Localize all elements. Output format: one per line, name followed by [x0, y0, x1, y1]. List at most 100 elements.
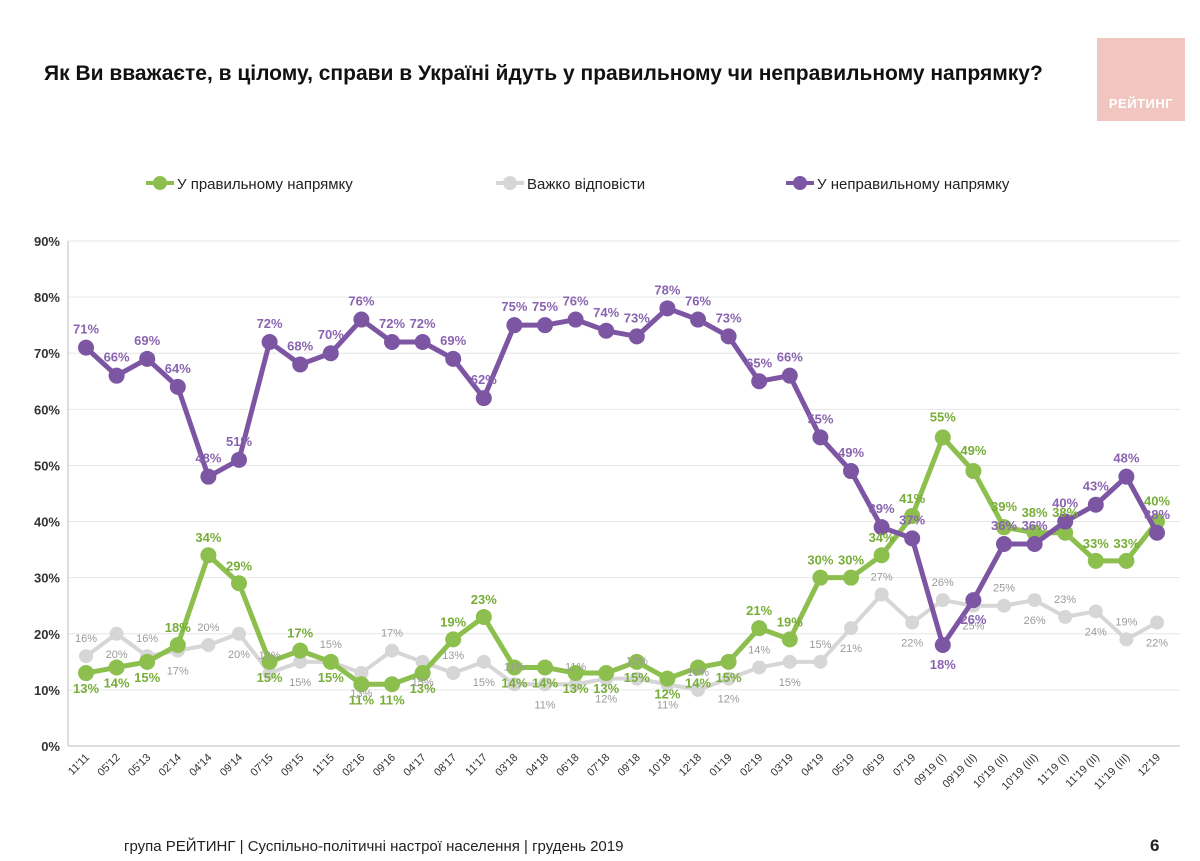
rating-logo: РЕЙТИНГ [1097, 38, 1185, 121]
data-point [169, 637, 186, 653]
data-label: 12% [595, 694, 617, 706]
data-point [1119, 632, 1134, 647]
data-label: 22% [1146, 638, 1168, 650]
x-tick-label: 09'16 [371, 752, 398, 779]
data-point [1118, 468, 1135, 485]
data-label: 16% [136, 633, 158, 645]
x-tick-labels: 11'11 05'12 05'13 02'14 04'14 09'14 07'15 09'15… [66, 752, 1163, 793]
data-point [720, 653, 737, 670]
data-label: 13% [410, 681, 436, 696]
data-label: 39% [869, 501, 895, 516]
data-point [537, 317, 553, 334]
data-point [261, 653, 278, 670]
data-label: 27% [871, 572, 893, 584]
data-label: 48% [195, 451, 221, 466]
data-point [475, 608, 492, 625]
data-point [843, 463, 859, 480]
data-point [201, 638, 216, 652]
data-label: 15% [624, 670, 650, 685]
data-label: 72% [257, 316, 283, 331]
data-label: 70% [318, 327, 344, 342]
data-label: 12% [626, 656, 648, 668]
x-tick-label: 05'13 [126, 752, 153, 779]
data-point [691, 682, 705, 697]
data-label: 12% [654, 687, 680, 702]
data-point [873, 519, 890, 536]
series-line [84, 305, 1160, 648]
data-point [996, 519, 1012, 536]
data-point [1057, 524, 1074, 541]
logo-text: РЕЙТИНГ [1108, 96, 1174, 111]
data-point [1118, 552, 1135, 569]
data-point [78, 339, 94, 356]
x-tick-label: 06'18 [554, 752, 581, 779]
data-label: 73% [716, 310, 742, 325]
data-label: 36% [991, 518, 1017, 533]
data-label: 11% [657, 699, 678, 711]
data-point [231, 451, 247, 468]
data-label: 37% [899, 512, 925, 527]
x-tick-label: 04'19 [799, 752, 826, 779]
x-tick-label: 01'19 [707, 752, 734, 779]
data-label: 62% [471, 372, 497, 387]
x-tick-label: 10'18 [646, 752, 673, 779]
data-label: 15% [473, 677, 495, 689]
series-1 [79, 587, 1164, 697]
series-line [85, 434, 1159, 687]
x-tick-label: 07'18 [585, 752, 612, 779]
data-label: 15% [134, 670, 160, 685]
legend: У правильному напрямку Важко відповісти У … [146, 176, 1010, 193]
data-point [384, 676, 400, 693]
data-point [996, 536, 1012, 552]
data-point [844, 621, 858, 636]
data-label: 73% [624, 310, 650, 325]
data-point [782, 654, 797, 669]
data-label: 11% [504, 661, 525, 673]
data-point [415, 654, 430, 669]
y-tick-label: 90% [34, 234, 60, 249]
data-label: 71% [73, 322, 99, 337]
data-label: 13% [563, 681, 589, 696]
data-label: 69% [440, 333, 466, 348]
data-label: 12% [718, 694, 740, 706]
data-point [935, 593, 950, 608]
x-tick-label: 06'19 [860, 752, 887, 779]
data-label: 11% [534, 699, 555, 711]
data-label: 76% [685, 294, 711, 309]
data-label: 55% [930, 409, 956, 424]
data-label: 78% [654, 282, 680, 297]
data-point [109, 626, 124, 641]
data-point [292, 642, 309, 659]
data-label: 14% [685, 675, 711, 690]
data-label: 19% [440, 614, 466, 629]
data-label: 51% [226, 434, 252, 449]
data-label: 15% [779, 677, 801, 689]
data-point [997, 598, 1011, 613]
data-label: 66% [777, 350, 803, 365]
footer: група РЕЙТИНГ | Суспільно-політичні наст… [124, 838, 624, 855]
data-label: 48% [1113, 451, 1139, 466]
y-tick-label: 20% [34, 627, 60, 642]
legend-marker [153, 176, 167, 190]
data-point [752, 660, 767, 675]
data-label: 20% [197, 622, 219, 634]
data-point [1027, 593, 1042, 608]
data-label: 38% [1144, 507, 1170, 522]
data-label: 14% [748, 644, 770, 656]
data-label: 55% [807, 411, 833, 426]
data-point [1087, 496, 1104, 513]
data-label: 11% [349, 692, 375, 707]
data-point [1057, 513, 1074, 530]
data-label: 23% [471, 592, 497, 607]
x-tick-label: 02'14 [157, 752, 184, 779]
data-point [934, 429, 951, 446]
x-tick-label: 04'14 [187, 752, 214, 779]
data-label: 25% [993, 583, 1015, 595]
x-tick-label: 04'17 [401, 752, 428, 779]
data-point [507, 677, 522, 692]
data-label: 13% [350, 688, 372, 700]
data-point [843, 569, 859, 586]
data-label: 49% [960, 443, 986, 458]
data-point [108, 367, 125, 384]
data-point [629, 671, 644, 686]
